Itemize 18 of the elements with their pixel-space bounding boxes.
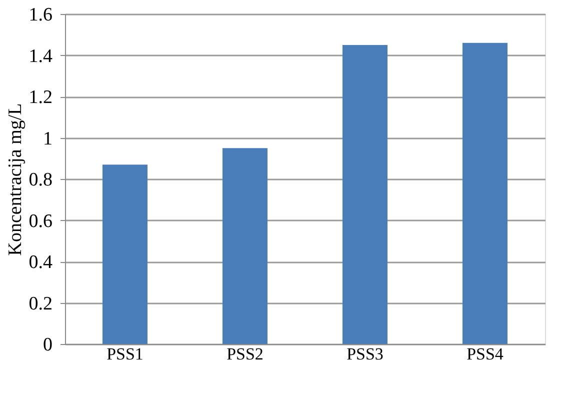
y-tick-label: 1.2 (28, 87, 52, 108)
x-tick-label: PSS2 (226, 344, 264, 364)
y-tick-label: 0.4 (28, 252, 53, 273)
y-tick-label: 0.6 (28, 210, 52, 232)
bar (222, 148, 268, 344)
y-tick-label: 1 (43, 128, 52, 150)
x-tick-label: PSS1 (106, 344, 144, 364)
y-tick-label: 0 (43, 334, 52, 356)
y-tick-label: 1.6 (28, 4, 52, 26)
y-axis-title: Koncentracija mg/L (4, 103, 26, 256)
x-tick-label: PSS3 (346, 344, 384, 364)
y-tick-label: 1.4 (28, 46, 53, 67)
y-tick-label: 0.2 (28, 293, 52, 314)
x-tick-label: PSS4 (466, 344, 504, 364)
bar (102, 164, 148, 344)
bar (342, 44, 388, 344)
y-tick-label: 0.8 (28, 170, 52, 190)
bar (462, 42, 508, 344)
